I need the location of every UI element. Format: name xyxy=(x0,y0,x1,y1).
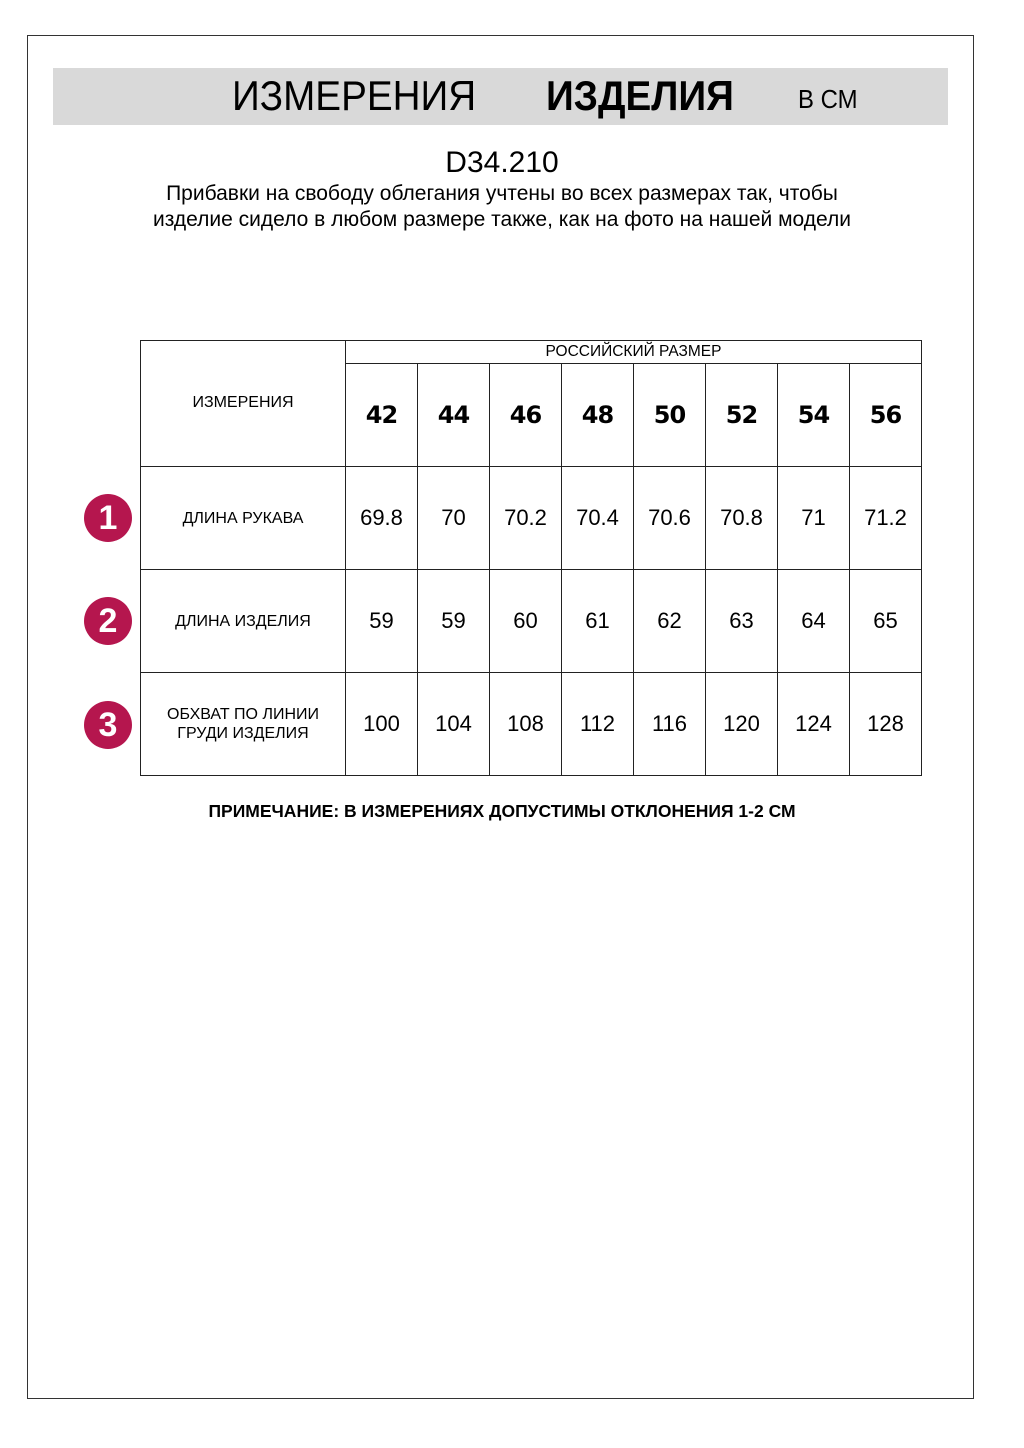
value-cell: 124 xyxy=(777,672,850,776)
note: ПРИМЕЧАНИЕ: В ИЗМЕРЕНИЯХ ДОПУСТИМЫ ОТКЛО… xyxy=(208,801,796,821)
value-cell: 59 xyxy=(345,569,418,673)
value-cell: 70 xyxy=(417,466,490,570)
value-cell: 70.8 xyxy=(705,466,778,570)
title-light: ИЗМЕРЕНИЯ xyxy=(232,72,477,119)
size-header: 52 xyxy=(705,363,778,467)
value-cell: 128 xyxy=(849,672,922,776)
value-cell: 71.2 xyxy=(849,466,922,570)
size-header: 42 xyxy=(345,363,418,467)
value-cell: 70.6 xyxy=(633,466,706,570)
value-cell: 63 xyxy=(705,569,778,673)
size-header: 56 xyxy=(849,363,922,467)
value-cell: 62 xyxy=(633,569,706,673)
value-cell: 69.8 xyxy=(345,466,418,570)
value-cell: 112 xyxy=(561,672,634,776)
title-unit: В СМ xyxy=(798,84,858,114)
size-header: 48 xyxy=(561,363,634,467)
size-table: ИЗМЕРЕНИЯ РОССИЙСКИЙ РАЗМЕР 42 44 46 48 50 52… xyxy=(140,340,922,776)
value-cell: 61 xyxy=(561,569,634,673)
size-header: 46 xyxy=(489,363,562,467)
value-cell: 59 xyxy=(417,569,490,673)
description: Прибавки на свободу облегания учтены во … xyxy=(153,182,851,231)
value-cell: 104 xyxy=(417,672,490,776)
value-cell: 108 xyxy=(489,672,562,776)
value-cell: 70.2 xyxy=(489,466,562,570)
row-number-badge: 2 xyxy=(84,597,132,645)
row-label: ОБХВАТ ПО ЛИНИИ ГРУДИ ИЗДЕЛИЯ xyxy=(140,672,346,776)
product-code: D34.210 xyxy=(445,146,559,179)
measurements-header: ИЗМЕРЕНИЯ xyxy=(140,340,346,467)
value-cell: 120 xyxy=(705,672,778,776)
value-cell: 60 xyxy=(489,569,562,673)
row-label: ДЛИНА РУКАВА xyxy=(140,466,346,570)
size-header: 54 xyxy=(777,363,850,467)
row-label: ДЛИНА ИЗДЕЛИЯ xyxy=(140,569,346,673)
size-header: 44 xyxy=(417,363,490,467)
header-band xyxy=(53,68,948,125)
value-cell: 71 xyxy=(777,466,850,570)
size-header: 50 xyxy=(633,363,706,467)
size-group-header: РОССИЙСКИЙ РАЗМЕР xyxy=(345,340,922,364)
value-cell: 100 xyxy=(345,672,418,776)
row-number-badge: 1 xyxy=(84,494,132,542)
value-cell: 65 xyxy=(849,569,922,673)
table-row: ДЛИНА РУКАВА 69.8 70 70.2 70.4 70.6 70.8 71 71.2 xyxy=(140,466,922,570)
page-frame xyxy=(27,35,974,1399)
table-row: ДЛИНА ИЗДЕЛИЯ 59 59 60 61 62 63 64 65 xyxy=(140,569,922,673)
table-row: ОБХВАТ ПО ЛИНИИ ГРУДИ ИЗДЕЛИЯ 100 104 108 11… xyxy=(140,672,922,776)
table-body: ДЛИНА РУКАВА 69.8 70 70.2 70.4 70.6 70.8 71 71.2… xyxy=(140,466,922,776)
row-number-badge: 3 xyxy=(84,701,132,749)
title-bold: ИЗДЕЛИЯ xyxy=(546,72,734,119)
value-cell: 64 xyxy=(777,569,850,673)
value-cell: 70.4 xyxy=(561,466,634,570)
value-cell: 116 xyxy=(633,672,706,776)
